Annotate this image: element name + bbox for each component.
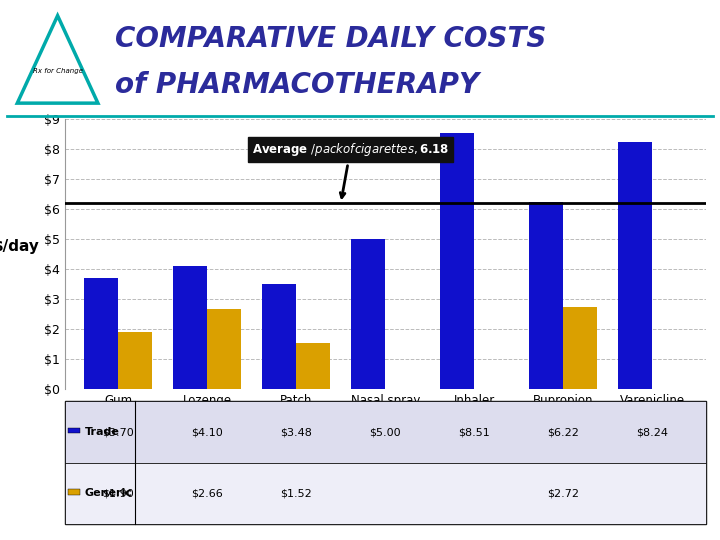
Text: $2.72: $2.72 [547, 488, 579, 498]
Text: Average $/pack of cigarettes, $6.18: Average $/pack of cigarettes, $6.18 [252, 141, 449, 198]
Text: $5.00: $5.00 [369, 427, 401, 437]
Bar [296, 343, 330, 389]
Bar [207, 309, 241, 389]
Bar [174, 266, 207, 389]
Text: $4.10: $4.10 [192, 427, 223, 437]
Bar [118, 332, 152, 389]
Bar [65, 463, 706, 524]
Bar [529, 202, 563, 389]
Text: $3.48: $3.48 [280, 427, 312, 437]
Text: COMPARATIVE DAILY COSTS: COMPARATIVE DAILY COSTS [115, 25, 546, 53]
Bar [84, 278, 118, 389]
Text: $8.24: $8.24 [636, 427, 668, 437]
Text: $3.70: $3.70 [102, 427, 134, 437]
Bar [351, 239, 385, 389]
Bar [65, 401, 706, 463]
Text: $1.52: $1.52 [280, 488, 312, 498]
Text: of PHARMACOTHERAPY: of PHARMACOTHERAPY [115, 71, 480, 99]
Bar [262, 285, 296, 389]
Bar [618, 141, 652, 389]
Bar [68, 428, 79, 434]
Bar [68, 489, 79, 495]
Text: Rx for Change: Rx for Change [32, 68, 83, 74]
Bar [441, 133, 474, 389]
Y-axis label: $/day: $/day [0, 239, 40, 254]
Text: $1.90: $1.90 [102, 488, 134, 498]
Text: $8.51: $8.51 [459, 427, 490, 437]
Text: $6.22: $6.22 [547, 427, 579, 437]
Bar [65, 401, 706, 524]
Text: Generic: Generic [85, 488, 132, 498]
Text: Trade: Trade [85, 427, 120, 437]
Text: $2.66: $2.66 [192, 488, 223, 498]
Bar [563, 307, 597, 389]
